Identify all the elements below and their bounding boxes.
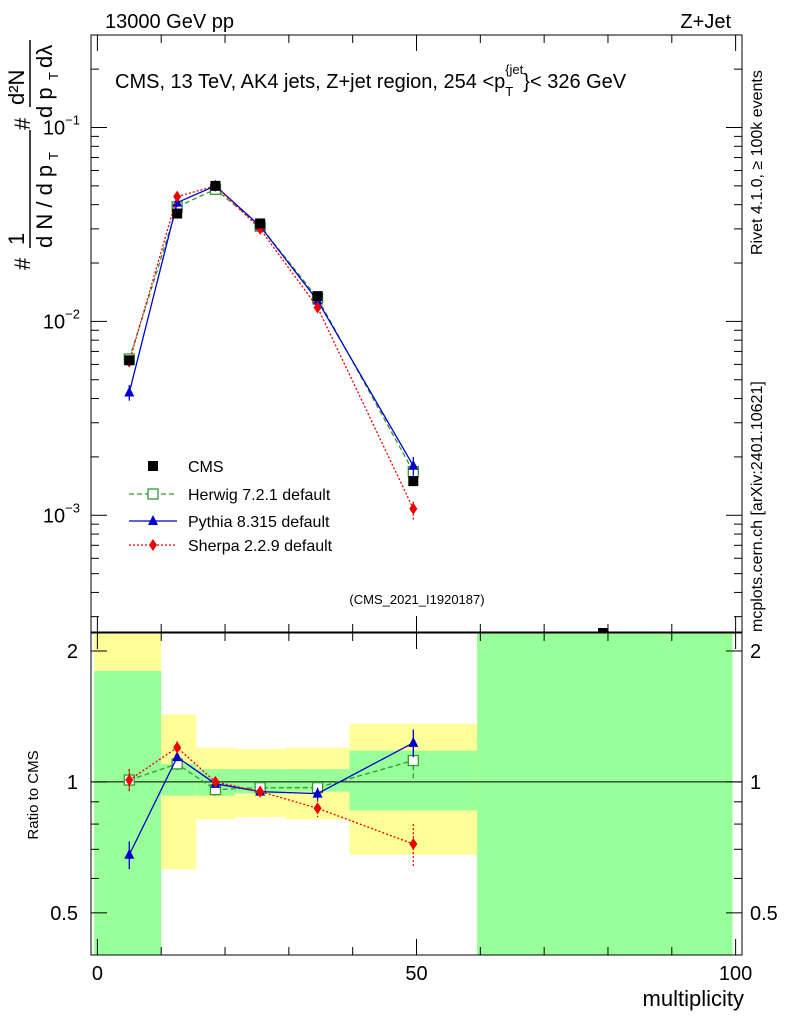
series-line (128, 185, 414, 510)
rivet-label: Rivet 4.1.0, ≥ 100k events (749, 70, 766, 255)
data-point (210, 180, 221, 191)
ratio-y-tick-label-right: 1 (750, 772, 761, 794)
ratio-y-tick-label-right: 2 (750, 641, 761, 663)
ratio-line (128, 742, 414, 856)
data-point (173, 190, 182, 203)
legend: CMS Herwig 7.2.1 default Pythia 8.315 defa… (129, 459, 333, 555)
data-point (124, 355, 135, 366)
legend-label: Herwig 7.2.1 default (188, 487, 331, 504)
legend-entry: Herwig 7.2.1 default (129, 487, 331, 504)
ratio-y-tick-label: 2 (67, 641, 78, 663)
overflow-marker (598, 628, 608, 632)
main-y-tick-label: 10−1 (43, 113, 80, 140)
svg-text:T: T (46, 152, 61, 160)
ratio-point (172, 751, 183, 762)
data-point (172, 208, 183, 219)
series-pythia (124, 179, 419, 476)
ratio-point (408, 736, 419, 747)
svg-text:dλ: dλ (32, 45, 57, 68)
legend-marker (148, 515, 158, 525)
data-point (408, 476, 419, 487)
legend-entry: Pythia 8.315 default (129, 514, 330, 531)
data-point (313, 301, 322, 314)
ratio-y-tick-label-right: 0.5 (750, 903, 778, 925)
y-label-numerator-1: 1 (4, 233, 29, 245)
data-point (255, 218, 266, 229)
watermark: (CMS_2021_I1920187) (349, 592, 484, 607)
main-y-axis-label: # 1 d N / d p T # d²N d p T dλ (4, 40, 61, 270)
svg-text:#: # (10, 117, 35, 130)
legend-label: Pythia 8.315 default (188, 514, 330, 531)
legend-marker (148, 461, 158, 471)
ratio-y-label: Ratio to CMS (25, 750, 42, 839)
ratio-panel: 0.5 0.5 1 1 2 2 0 50 100 Ratio to CMS multiplici… (25, 632, 778, 1011)
x-tick-label: 0 (92, 963, 103, 985)
ratio-series-sherpa (125, 741, 418, 867)
svg-text:#: # (10, 257, 35, 270)
series-sherpa (125, 179, 418, 515)
y-label-denominator-2: d p (32, 87, 57, 118)
series-cms (124, 180, 419, 487)
ratio-line (128, 746, 414, 845)
data-point (408, 459, 419, 470)
data-point (409, 502, 418, 515)
uncertainty-band-inner (477, 633, 733, 955)
ratio-y-tick-label: 1 (67, 772, 78, 794)
x-tick-label: 100 (719, 963, 752, 985)
legend-label: CMS (188, 459, 224, 476)
header-right: Z+Jet (680, 11, 731, 33)
header-left: 13000 GeV pp (105, 11, 234, 33)
series-herwig (123, 183, 419, 478)
x-axis-label: multiplicity (643, 986, 744, 1011)
ratio-point (125, 774, 134, 787)
ratio-point (312, 787, 323, 798)
legend-marker (149, 539, 157, 551)
ratio-point (211, 775, 220, 788)
x-tick-label: 50 (405, 963, 427, 985)
legend-label: Sherpa 2.2.9 default (188, 538, 333, 555)
data-point (124, 386, 135, 397)
mcplots-label: mcplots.cern.ch [arXiv:2401.10621] (749, 381, 766, 632)
main-y-tick-label: 10−2 (43, 306, 80, 333)
main-panel: CMS, 13 TeV, AK4 jets, Z+jet region, 254… (43, 34, 743, 633)
y-label-numerator-2: d²N (4, 70, 29, 105)
ratio-point (173, 741, 182, 754)
svg-text:T: T (46, 72, 61, 80)
ratio-point (409, 837, 418, 850)
main-title: CMS, 13 TeV, AK4 jets, Z+jet region, 254… (115, 62, 627, 99)
legend-entry: CMS (148, 459, 224, 476)
y-label-denominator-1: d N / d p (32, 165, 57, 248)
main-y-tick-label: 10−3 (43, 500, 80, 527)
ratio-line (129, 759, 414, 791)
legend-entry: Sherpa 2.2.9 default (129, 538, 333, 555)
data-point (312, 291, 323, 302)
uncertainty-band-inner (285, 769, 350, 792)
ratio-point (256, 785, 265, 798)
ratio-point (124, 848, 135, 859)
ratio-y-tick-label: 0.5 (50, 903, 78, 925)
legend-marker (147, 488, 159, 500)
ratio-point (313, 802, 322, 815)
series-line (128, 188, 414, 472)
series-line (128, 185, 414, 467)
